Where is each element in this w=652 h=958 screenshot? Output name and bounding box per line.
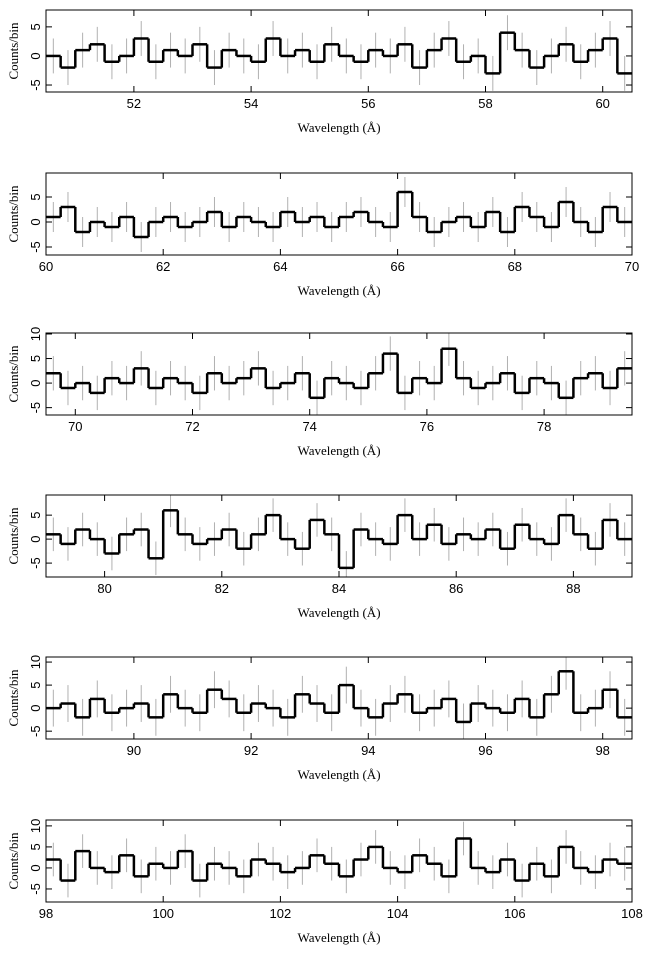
x-axis-label: Wavelength (Å) — [297, 767, 380, 782]
x-tick-label: 100 — [152, 906, 174, 921]
x-tick-label: 106 — [504, 906, 526, 921]
y-tick-label: 0 — [28, 379, 43, 386]
x-tick-label: 80 — [97, 581, 111, 596]
x-tick-label: 74 — [302, 419, 316, 434]
y-tick-label: 0 — [28, 535, 43, 542]
x-tick-label: 98 — [595, 743, 609, 758]
x-tick-label: 104 — [387, 906, 409, 921]
x-tick-label: 64 — [273, 259, 287, 274]
x-tick-label: 90 — [127, 743, 141, 758]
y-tick-label: -5 — [28, 79, 43, 91]
y-tick-label: -5 — [28, 402, 43, 414]
y-axis-label: Counts/bin — [6, 507, 21, 565]
x-tick-label: 52 — [127, 96, 141, 111]
x-tick-label: 92 — [244, 743, 258, 758]
y-axis-label: Counts/bin — [6, 185, 21, 243]
y-tick-label: 5 — [28, 681, 43, 688]
y-tick-label: -5 — [28, 557, 43, 569]
y-tick-label: 5 — [28, 843, 43, 850]
x-tick-label: 72 — [185, 419, 199, 434]
x-tick-label: 82 — [215, 581, 229, 596]
x-tick-label: 108 — [621, 906, 643, 921]
x-tick-label: 84 — [332, 581, 346, 596]
x-tick-label: 56 — [361, 96, 375, 111]
x-tick-label: 70 — [625, 259, 639, 274]
x-axis-label: Wavelength (Å) — [297, 443, 380, 458]
x-tick-label: 66 — [390, 259, 404, 274]
y-axis-label: Counts/bin — [6, 669, 21, 727]
x-tick-label: 94 — [361, 743, 375, 758]
y-tick-label: 5 — [28, 23, 43, 30]
y-tick-label: 5 — [28, 512, 43, 519]
x-axis-label: Wavelength (Å) — [297, 605, 380, 620]
plot-frame — [45, 172, 633, 256]
x-tick-label: 88 — [566, 581, 580, 596]
y-tick-label: 10 — [28, 655, 43, 669]
y-tick-label: 5 — [28, 193, 43, 200]
plot-frame — [45, 819, 633, 903]
x-tick-label: 58 — [478, 96, 492, 111]
y-tick-label: 0 — [28, 218, 43, 225]
y-tick-label: -5 — [28, 883, 43, 895]
y-tick-label: -5 — [28, 241, 43, 253]
x-axis-label: Wavelength (Å) — [297, 120, 380, 135]
x-axis-label: Wavelength (Å) — [297, 930, 380, 945]
y-tick-label: 5 — [28, 355, 43, 362]
y-axis-label: Counts/bin — [6, 832, 21, 890]
x-tick-label: 78 — [537, 419, 551, 434]
y-tick-label: -5 — [28, 725, 43, 737]
x-tick-label: 98 — [39, 906, 53, 921]
x-tick-label: 60 — [39, 259, 53, 274]
x-tick-label: 54 — [244, 96, 258, 111]
x-tick-label: 86 — [449, 581, 463, 596]
y-tick-label: 10 — [28, 327, 43, 341]
x-tick-label: 76 — [420, 419, 434, 434]
plot-frame — [45, 656, 633, 740]
y-tick-label: 0 — [28, 52, 43, 59]
y-tick-label: 0 — [28, 864, 43, 871]
plot-frame — [45, 9, 633, 93]
plot-frame — [45, 332, 633, 416]
x-tick-label: 102 — [270, 906, 292, 921]
x-tick-label: 62 — [156, 259, 170, 274]
y-axis-label: Counts/bin — [6, 22, 21, 80]
y-tick-label: 10 — [28, 819, 43, 833]
x-tick-label: 96 — [478, 743, 492, 758]
y-axis-label: Counts/bin — [6, 345, 21, 403]
x-axis-label: Wavelength (Å) — [297, 283, 380, 298]
x-tick-label: 70 — [68, 419, 82, 434]
x-tick-label: 68 — [508, 259, 522, 274]
y-tick-label: 0 — [28, 705, 43, 712]
x-tick-label: 60 — [595, 96, 609, 111]
